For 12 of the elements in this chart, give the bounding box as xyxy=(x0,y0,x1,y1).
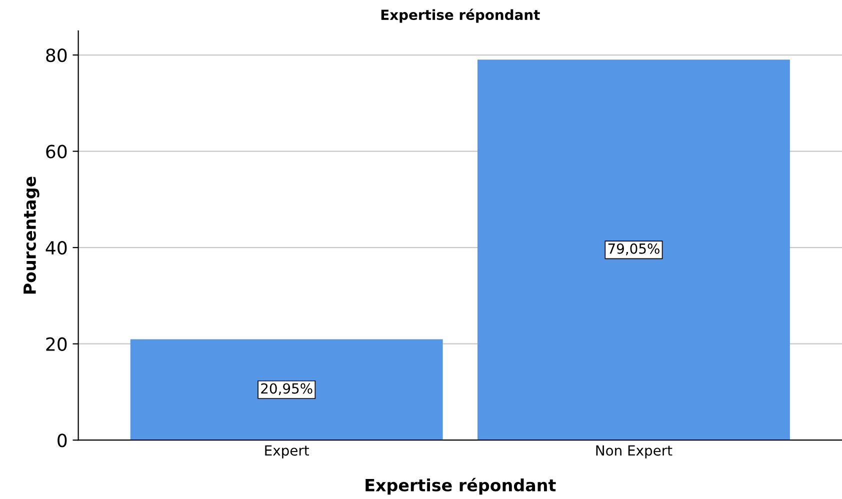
y-tick-label: 40 xyxy=(46,241,67,255)
y-tick-label: 60 xyxy=(46,144,67,158)
chart-title: Expertise répondant xyxy=(381,8,540,23)
data-label: 20,95% xyxy=(261,383,312,396)
y-tick-label: 80 xyxy=(46,48,67,62)
x-tick-label: Non Expert xyxy=(596,445,672,458)
y-axis-title: Pourcentage xyxy=(24,176,40,294)
data-label: 79,05% xyxy=(608,243,660,256)
x-axis-title: Expertise répondant xyxy=(366,478,556,495)
x-tick-label: Expert xyxy=(265,445,310,458)
y-tick-label: 20 xyxy=(46,337,67,351)
y-tick-label: 0 xyxy=(58,434,67,448)
